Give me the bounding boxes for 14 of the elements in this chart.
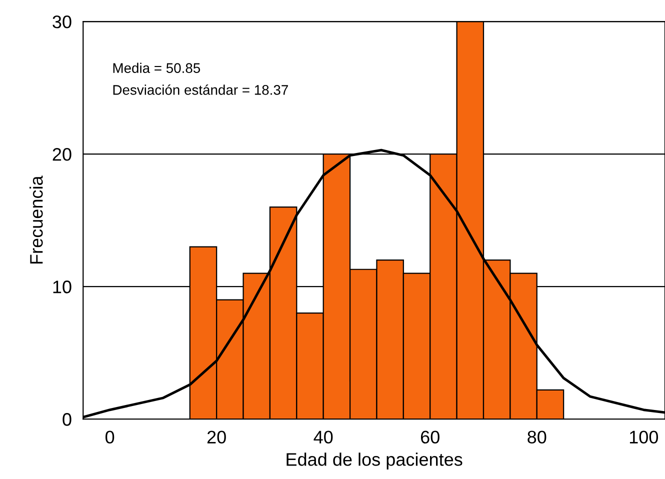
y-tick-label: 30 xyxy=(52,15,72,28)
annotation: Media = 50.85 xyxy=(113,62,200,73)
annotation: Desviación estándar = 18.37 xyxy=(113,84,288,95)
y-axis-title: Frecuencia xyxy=(30,176,43,264)
y-tick-label: 0 xyxy=(62,413,72,426)
x-tick-label: 0 xyxy=(106,430,114,444)
x-tick-label: 40 xyxy=(314,430,333,444)
y-tick-label: 10 xyxy=(53,280,72,294)
x-axis-title: Edad de los pacientes xyxy=(286,452,462,470)
x-tick-label: 60 xyxy=(420,430,440,444)
y-tick-label: 20 xyxy=(52,148,72,161)
x-tick-label: 20 xyxy=(207,430,226,444)
x-tick-label: 100 xyxy=(630,430,658,444)
x-tick-label: 80 xyxy=(528,430,546,444)
